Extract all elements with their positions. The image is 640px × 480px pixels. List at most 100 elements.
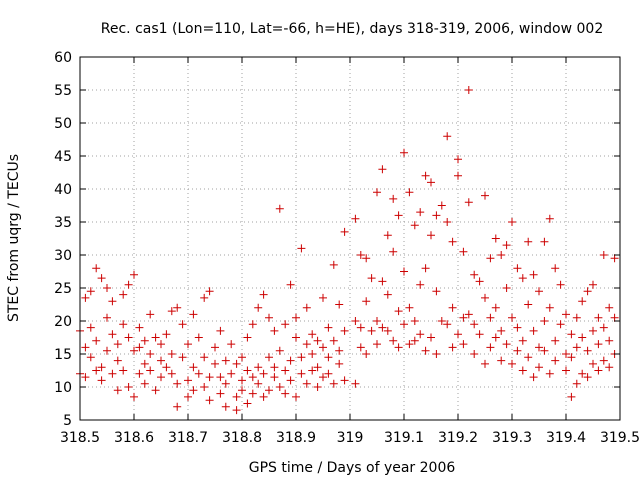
data-point <box>103 313 111 322</box>
data-point <box>173 379 182 388</box>
data-point <box>124 333 133 342</box>
data-point <box>464 198 473 207</box>
data-point <box>454 330 462 339</box>
data-point <box>605 336 614 345</box>
data-point <box>572 343 581 352</box>
data-point <box>481 359 489 368</box>
y-tick-label: 5 <box>63 413 72 429</box>
y-tick-label: 10 <box>54 380 72 396</box>
data-point <box>513 346 522 355</box>
y-tick-label: 55 <box>54 83 72 99</box>
data-point <box>459 313 468 322</box>
data-point <box>216 389 225 398</box>
data-point <box>589 359 597 368</box>
data-point <box>394 307 403 316</box>
data-point <box>270 373 279 382</box>
data-point <box>194 369 203 378</box>
data-point <box>513 323 522 332</box>
data-point <box>448 303 457 312</box>
data-point <box>491 234 500 243</box>
data-point <box>599 356 608 365</box>
data-point <box>497 251 506 259</box>
data-point <box>335 359 344 368</box>
data-point <box>351 214 360 223</box>
data-point <box>319 343 327 352</box>
data-point <box>605 363 614 372</box>
data-point <box>529 326 538 335</box>
data-point <box>238 386 246 395</box>
data-point <box>410 336 419 345</box>
data-point <box>378 323 387 332</box>
data-point <box>146 350 155 358</box>
data-point <box>151 386 160 395</box>
data-point <box>578 333 587 342</box>
data-point <box>394 343 403 352</box>
data-point <box>551 336 560 345</box>
data-point <box>189 363 198 372</box>
data-point <box>518 274 527 283</box>
data-point <box>162 330 171 339</box>
data-point <box>227 340 236 349</box>
data-point <box>454 155 462 164</box>
data-point <box>610 254 619 263</box>
data-point <box>205 287 214 296</box>
data-point <box>340 326 349 335</box>
data-point <box>454 171 462 180</box>
data-point <box>508 359 516 368</box>
data-point <box>540 237 549 246</box>
x-tick-label: 318.6 <box>114 430 154 446</box>
data-point <box>562 350 570 358</box>
data-point <box>205 373 214 382</box>
data-point <box>421 346 430 355</box>
data-point <box>556 280 565 289</box>
data-point <box>427 333 435 342</box>
data-point <box>140 359 149 368</box>
data-point <box>92 366 101 375</box>
data-point <box>513 264 522 273</box>
data-point <box>443 320 452 329</box>
data-point <box>340 227 349 236</box>
data-point <box>113 356 122 365</box>
data-point <box>184 376 192 385</box>
data-point <box>92 336 101 345</box>
data-point <box>162 363 171 372</box>
data-point <box>86 353 95 362</box>
data-point <box>157 340 165 349</box>
data-point <box>535 287 543 296</box>
data-point <box>108 369 117 378</box>
data-point <box>524 237 533 246</box>
data-point <box>124 280 133 289</box>
data-point <box>540 317 549 325</box>
y-tick-label: 40 <box>54 182 72 198</box>
data-point <box>524 353 533 362</box>
data-point <box>497 356 506 365</box>
y-tick-label: 30 <box>54 248 72 264</box>
data-point <box>491 303 500 312</box>
data-point <box>329 336 338 345</box>
data-point <box>189 386 198 395</box>
data-point <box>286 356 295 365</box>
data-point <box>599 251 608 259</box>
data-point <box>373 188 381 197</box>
data-point <box>302 340 311 349</box>
data-point <box>189 310 198 319</box>
data-point <box>324 323 333 332</box>
data-point <box>518 366 527 375</box>
data-point <box>362 254 371 263</box>
data-point <box>302 303 311 312</box>
data-point <box>464 86 473 94</box>
data-point <box>81 293 90 302</box>
data-point <box>383 326 392 335</box>
data-point <box>275 346 284 355</box>
data-point <box>221 356 230 365</box>
data-point <box>459 340 468 349</box>
data-point <box>108 330 117 339</box>
x-tick-label: 318.9 <box>276 430 316 446</box>
data-point <box>356 343 365 352</box>
data-point <box>232 392 241 401</box>
data-point <box>113 340 122 349</box>
data-point <box>529 373 538 382</box>
data-point <box>178 353 187 362</box>
data-point <box>324 369 333 378</box>
data-point <box>583 346 592 355</box>
